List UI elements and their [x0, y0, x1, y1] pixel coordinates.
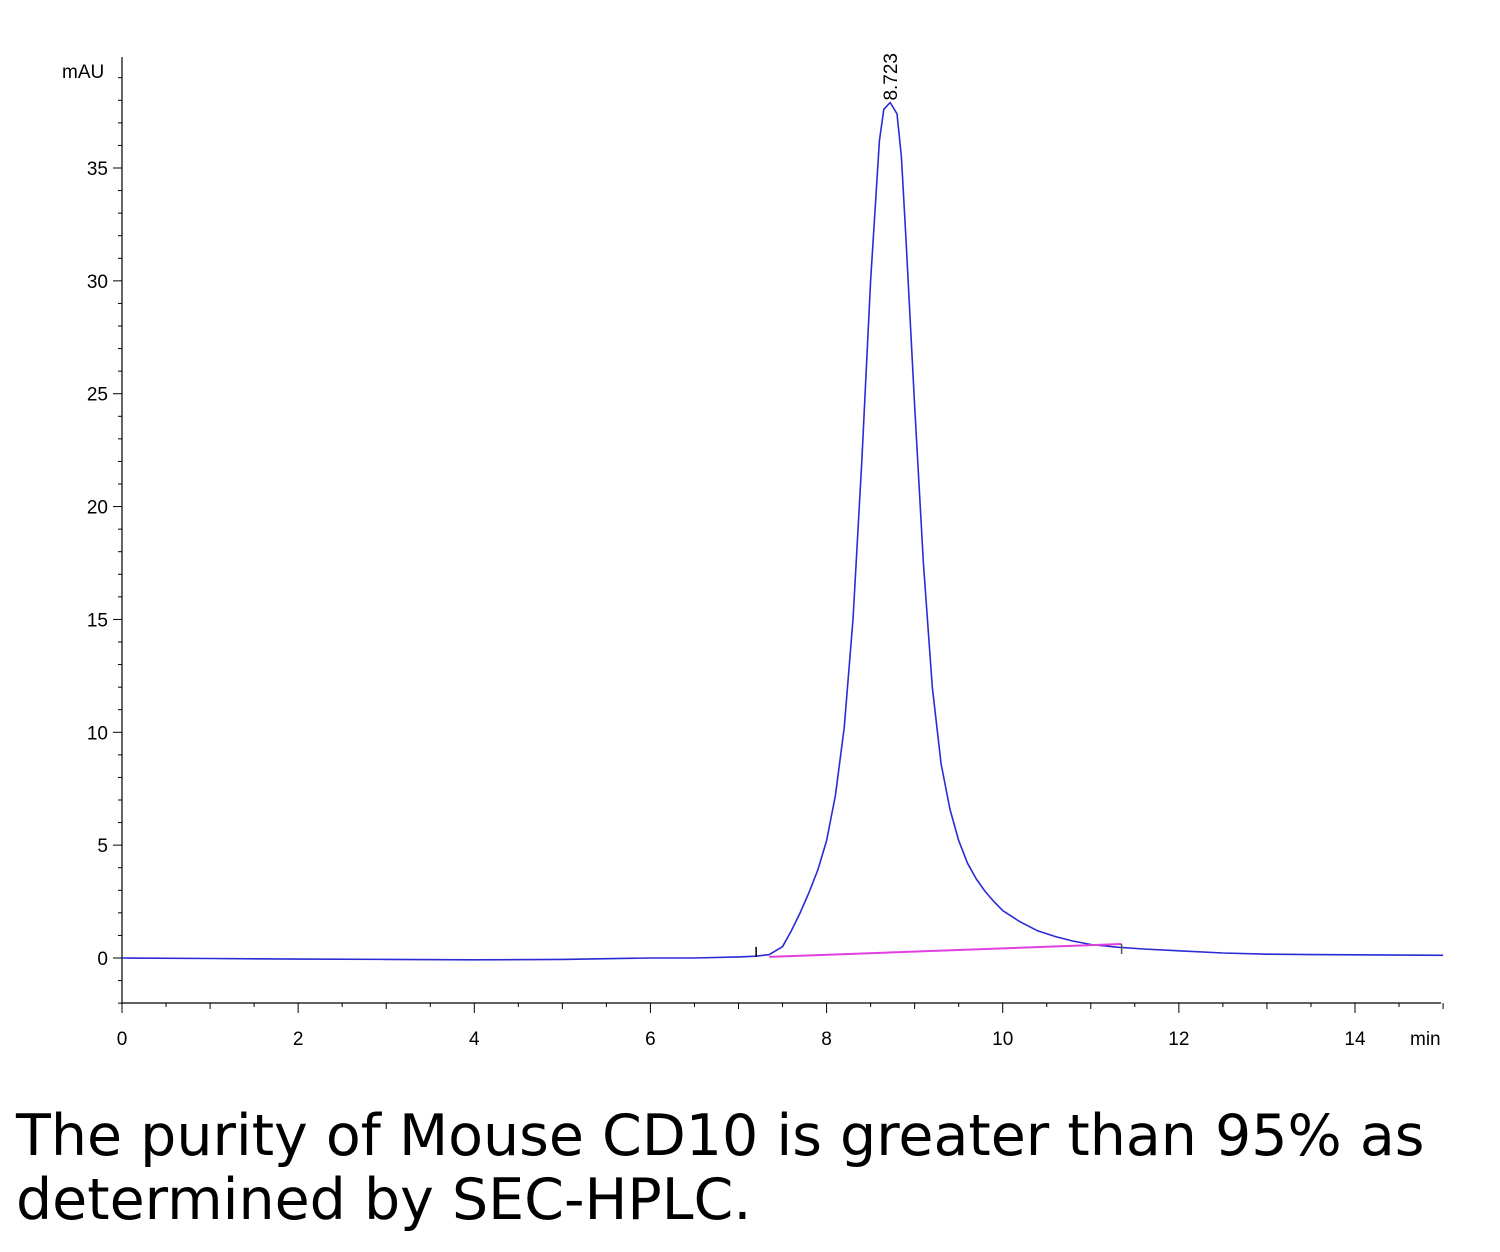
x-axis: 0 2 4 6 8 10 12 14	[117, 1003, 1444, 1050]
x-tick-label: 2	[293, 1029, 304, 1050]
x-tick-label: 14	[1344, 1029, 1366, 1050]
y-tick-label: 30	[87, 272, 108, 293]
purity-caption: The purity of Mouse CD10 is greater than…	[16, 1103, 1425, 1233]
x-tick-label: 4	[469, 1029, 480, 1050]
y-tick-label: 10	[87, 723, 108, 744]
y-tick-label: 25	[87, 385, 108, 406]
y-tick-label: 35	[87, 159, 108, 180]
y-tick-label: 0	[97, 949, 108, 970]
x-tick-label: 10	[992, 1029, 1013, 1050]
y-tick-label: 20	[87, 498, 108, 519]
x-axis-unit: min	[1410, 1029, 1441, 1050]
plot-frame	[121, 57, 1441, 1004]
peak-retention-label: 8.723	[881, 53, 902, 101]
y-tick-label: 5	[97, 836, 108, 857]
y-tick-label: 15	[87, 610, 108, 631]
x-tick-label: 12	[1168, 1029, 1189, 1050]
x-tick-label: 8	[821, 1029, 832, 1050]
x-tick-label: 6	[645, 1029, 656, 1050]
y-axis-unit: mAU	[62, 62, 104, 83]
series-layer: 8.723	[121, 53, 1444, 961]
integration-baseline-line	[769, 943, 1122, 958]
y-axis: 0 5 10 15 20 25 30 35	[87, 77, 122, 1004]
chromatogram-chart: 0 5 10 15 20 25 30 35 0 2 4 6 8 10 12 14 8.723 mAU min	[62, 53, 1444, 1050]
signal-trace-line	[121, 101, 1444, 961]
x-tick-label: 0	[117, 1029, 128, 1050]
